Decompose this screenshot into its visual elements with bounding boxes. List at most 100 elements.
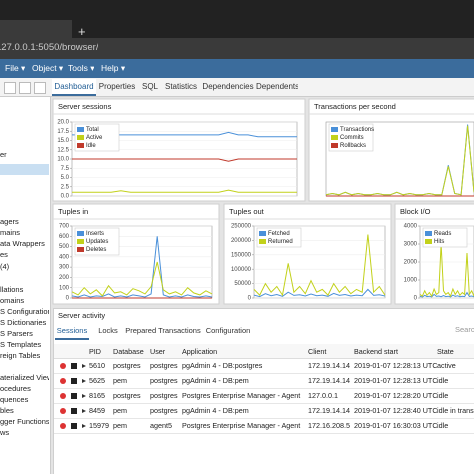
toolbar-button[interactable] [34, 82, 46, 94]
panel-tab[interactable]: Dependents [256, 82, 298, 91]
tree-item[interactable]: ws [0, 428, 10, 437]
expand-button[interactable] [82, 379, 86, 383]
terminate-button[interactable] [60, 363, 66, 369]
panel-title: Transactions per second [314, 102, 396, 111]
row-rule [54, 388, 474, 389]
tree-item[interactable]: omains [0, 296, 25, 305]
series-line [419, 243, 474, 298]
tree-item[interactable]: bles [0, 406, 14, 415]
expand-button[interactable] [82, 424, 86, 428]
expand-button[interactable] [82, 394, 86, 398]
table-cell: idle [437, 421, 449, 430]
activity-tab[interactable]: Configuration [205, 326, 251, 335]
browser-tab[interactable] [0, 20, 72, 38]
tree-item[interactable]: er [0, 150, 7, 159]
y-tick-label: 300 [59, 265, 70, 271]
y-tick-label: 20.0 [57, 120, 69, 126]
series-line [71, 236, 213, 298]
tree-item[interactable]: S Configurations [0, 307, 49, 316]
terminate-button[interactable] [60, 408, 66, 414]
table-cell: pgAdmin 4 - DB:pem [182, 406, 249, 415]
tree-item[interactable]: quences [0, 395, 29, 404]
table-cell: 2019-01-07 16:30:03 UTC [354, 421, 437, 430]
column-header: Backend start [354, 347, 398, 356]
tree-item[interactable]: gger Functions [0, 417, 49, 426]
menu-item[interactable]: Object ▾ [32, 63, 64, 73]
legend-swatch [77, 231, 84, 236]
y-tick-label: 4000 [404, 224, 418, 230]
y-tick-label: 100 [59, 285, 70, 291]
series-line [72, 158, 297, 162]
table-cell: postgres [150, 406, 178, 415]
url[interactable]: 127.0.0.1:5050/browser/ [0, 42, 99, 53]
legend-label: Commits [340, 135, 364, 141]
cancel-button[interactable] [71, 408, 77, 414]
table-cell: 5625 [89, 376, 105, 385]
tree-item[interactable]: llations [0, 285, 24, 294]
activity-tab[interactable]: Locks [98, 326, 118, 335]
new-tab[interactable]: + [78, 24, 86, 39]
table-header-bg [54, 344, 474, 359]
tree-item[interactable]: ata Wrappers [0, 239, 45, 248]
table-cell: 2019-01-07 12:28:13 UTC [354, 361, 437, 370]
expand-button[interactable] [82, 364, 86, 368]
legend-swatch [425, 231, 432, 236]
panel-title: Server sessions [58, 102, 112, 111]
cancel-button[interactable] [71, 423, 77, 429]
tree-item[interactable]: S Templates [0, 340, 42, 349]
table-cell: 172.19.14.14 [308, 406, 350, 415]
menu-bar [0, 59, 474, 78]
legend-swatch [331, 135, 338, 140]
menu-item[interactable]: File ▾ [5, 63, 26, 73]
panel-tab[interactable]: SQL [141, 82, 158, 91]
panel-tab[interactable]: Statistics [164, 82, 197, 91]
tree-item[interactable]: ocedures [0, 384, 31, 393]
table-cell: 2019-01-07 12:28:40 UTC [354, 406, 437, 415]
terminate-button[interactable] [60, 378, 66, 384]
cancel-button[interactable] [71, 363, 77, 369]
expand-button[interactable] [82, 409, 86, 413]
tree-item[interactable]: aterialized Views [0, 373, 49, 382]
cancel-button[interactable] [71, 378, 77, 384]
activity-tab[interactable]: Sessions [55, 324, 89, 340]
legend-label: Active [86, 135, 103, 141]
menu-item[interactable]: Tools ▾ [68, 63, 95, 73]
panel-tab[interactable]: Properties [98, 82, 136, 91]
tree-item[interactable]: agers [0, 217, 19, 226]
row-rule [54, 433, 474, 434]
table-cell: 5610 [89, 361, 105, 370]
menu-item[interactable]: Help ▾ [101, 63, 126, 73]
panel-tab[interactable]: Dashboard [52, 79, 96, 96]
panel-title: Block I/O [400, 207, 431, 216]
tree-selected[interactable] [0, 164, 49, 175]
toolbar-button[interactable] [19, 82, 31, 94]
cancel-button[interactable] [71, 393, 77, 399]
tree-item[interactable]: S Parsers [0, 329, 33, 338]
legend-label: Updates [86, 239, 108, 245]
y-tick-label: 100000 [231, 267, 252, 273]
activity-panel [53, 308, 474, 474]
column-header: User [150, 347, 166, 356]
y-tick-label: 0 [414, 296, 418, 302]
legend [422, 227, 468, 248]
row-rule [54, 418, 474, 419]
terminate-button[interactable] [60, 393, 66, 399]
activity-tab[interactable]: Prepared Transactions [125, 326, 201, 335]
y-tick-label: 2000 [404, 260, 418, 266]
y-tick-label: 500 [59, 244, 70, 250]
table-cell: pem [113, 406, 127, 415]
tree-item[interactable]: S Dictionaries [0, 318, 47, 327]
table-cell: postgres [150, 376, 178, 385]
tree-item[interactable]: reign Tables [0, 351, 41, 360]
legend-label: Transactions [340, 127, 374, 133]
tree-item[interactable]: (4) [0, 262, 10, 271]
tree-item[interactable]: es [0, 250, 8, 259]
y-tick-label: 600 [59, 234, 70, 240]
y-tick-label: 200 [59, 275, 70, 281]
search-box[interactable]: Search [455, 325, 474, 334]
panel-tab[interactable]: Dependencies [202, 82, 254, 91]
terminate-button[interactable] [60, 423, 66, 429]
toolbar-button[interactable] [4, 82, 16, 94]
tree-item[interactable]: mains [0, 228, 21, 237]
